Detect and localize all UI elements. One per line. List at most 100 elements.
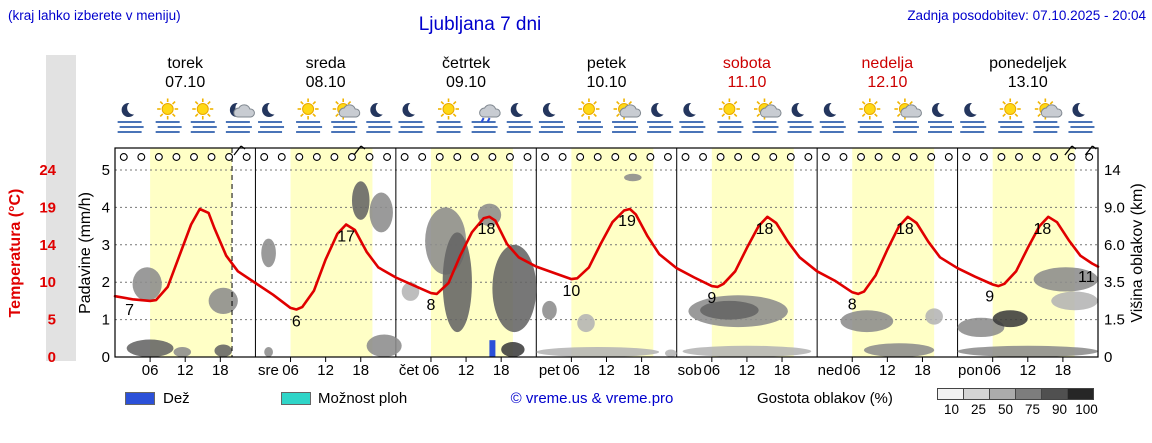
- moon-icon: [928, 101, 955, 133]
- temp-value-label: 19: [618, 213, 636, 230]
- density-swatch-100: [1067, 388, 1094, 400]
- x-axis-tick-label: 18: [914, 362, 931, 379]
- cloud-cover-symbol: [857, 153, 865, 161]
- cloud-cover-symbol: [628, 153, 637, 161]
- x-axis-day-label: čet: [399, 362, 420, 379]
- rain-legend-label: Dež: [163, 390, 190, 407]
- x-axis-day-label: ned: [818, 362, 843, 379]
- sun-icon: [296, 98, 323, 133]
- moon-icon: [538, 101, 565, 133]
- density-swatch-75: [1015, 388, 1042, 400]
- day-header-četrtek: četrtek 09.10: [396, 54, 536, 92]
- density-tick-label: 50: [997, 402, 1014, 417]
- moon-icon: [117, 101, 144, 133]
- cloud-blob: [536, 347, 660, 357]
- day-header-ponedeljek: ponedeljek 13.10: [958, 54, 1098, 92]
- density-tick-label: 90: [1051, 402, 1068, 417]
- showers-legend-label: Možnost ploh: [318, 390, 408, 407]
- cloud-tick-label: 0: [1104, 349, 1112, 366]
- day-name: petek: [586, 55, 627, 72]
- moon-icon: [366, 101, 393, 133]
- rain-cloud-icon: [471, 104, 501, 133]
- cloud-cover-symbol: [225, 153, 234, 161]
- moon-icon: [647, 101, 674, 133]
- x-axis-tick-label: 06: [563, 362, 580, 379]
- cloud-cover-symbol: [365, 153, 374, 161]
- rain-bar: [489, 340, 496, 357]
- x-axis-tick-label: 18: [633, 362, 650, 379]
- cloud-cover-symbol: [576, 153, 585, 161]
- cloud-cover-symbol: [839, 153, 848, 161]
- x-axis-tick-label: 06: [423, 362, 440, 379]
- sun-icon: [155, 98, 182, 133]
- cloud-blob: [542, 300, 557, 320]
- wind-barb: [233, 145, 242, 156]
- x-axis-day-label: sob: [678, 362, 702, 379]
- x-axis-tick-label: 06: [703, 362, 720, 379]
- x-axis-tick-label: 12: [739, 362, 756, 379]
- density-tick-label: 100: [1075, 402, 1098, 417]
- cloud-cover-symbol: [190, 153, 198, 161]
- cloud-cover-symbol: [804, 153, 813, 161]
- x-axis-tick-label: 12: [879, 362, 896, 379]
- cloud-cover-symbol: [663, 153, 672, 161]
- density-label-row: 10 25 50 75 90 100: [938, 402, 1102, 417]
- day-header-sobota: sobota 11.10: [677, 54, 817, 92]
- cloud-density-label: Gostota oblakov (%): [757, 390, 893, 407]
- cloud-cover-symbol: [1050, 153, 1059, 161]
- cloud-cover-symbol: [523, 153, 532, 161]
- temp-value-label: 18: [478, 221, 496, 238]
- cloud-blob: [700, 300, 759, 320]
- cloud-cover-symbol: [260, 153, 269, 161]
- temp-value-label: 17: [337, 229, 355, 246]
- cloud-density-scale: 10 25 50 75 90 100: [937, 388, 1102, 417]
- cloud-cover-symbol: [330, 153, 339, 161]
- cloud-blob: [957, 345, 1098, 357]
- cloud-cover-symbol: [646, 153, 655, 161]
- day-name: sobota: [722, 55, 771, 72]
- last-update: Zadnja posodobitev: 07.10.2025 - 20:04: [907, 8, 1146, 23]
- precip-tick-label: 0: [102, 349, 110, 366]
- day-date: 10.10: [586, 74, 627, 91]
- cloud-cover-symbol: [944, 153, 953, 161]
- cloud-blob: [957, 317, 1005, 338]
- temp-tick-label: 19: [39, 199, 56, 216]
- cloud-blob: [577, 313, 595, 333]
- cloud-cover-symbol: [312, 153, 321, 161]
- cloud-blob: [682, 345, 812, 357]
- moon-icon: [679, 101, 706, 133]
- day-date: 13.10: [1007, 74, 1048, 91]
- temp-value-label: 9: [985, 289, 994, 306]
- cloud-cover-symbol: [1015, 153, 1023, 161]
- cloud-blob: [501, 342, 525, 357]
- copyright-link[interactable]: © vreme.us & vreme.pro: [510, 390, 674, 407]
- cloud-cover-symbol: [488, 153, 497, 161]
- cloud-blob: [366, 334, 402, 357]
- cloud-cover-symbol: [892, 153, 901, 161]
- x-axis-tick-label: 06: [282, 362, 299, 379]
- temp-value-label: 8: [848, 296, 857, 313]
- cloud-blob: [132, 267, 162, 301]
- moon-icon: [258, 101, 285, 133]
- day-date: 08.10: [305, 74, 346, 91]
- cloud-cover-symbol: [154, 153, 163, 161]
- x-axis-tick-label: 18: [493, 362, 510, 379]
- x-axis-tick-label: 06: [142, 362, 159, 379]
- precip-tick-label: 4: [102, 199, 110, 216]
- cloud-blob: [173, 347, 192, 357]
- cloud-cover-symbol: [295, 153, 304, 161]
- sun-cloud-icon: [331, 98, 361, 133]
- cloud-cover-symbol: [470, 153, 479, 161]
- day-date: 09.10: [446, 74, 487, 91]
- temp-value-label: 6: [292, 313, 301, 330]
- cloud-cover-symbol: [681, 153, 690, 161]
- cloud-blob: [665, 349, 677, 357]
- x-axis-day-label: sre: [258, 362, 279, 379]
- sun-icon: [717, 98, 744, 133]
- day-date: 11.10: [727, 74, 767, 91]
- cloud-cover-symbol: [435, 153, 444, 161]
- precip-tick-label: 1: [102, 312, 110, 329]
- sun-cloud-icon: [752, 98, 782, 133]
- cloud-cover-symbol: [418, 153, 427, 161]
